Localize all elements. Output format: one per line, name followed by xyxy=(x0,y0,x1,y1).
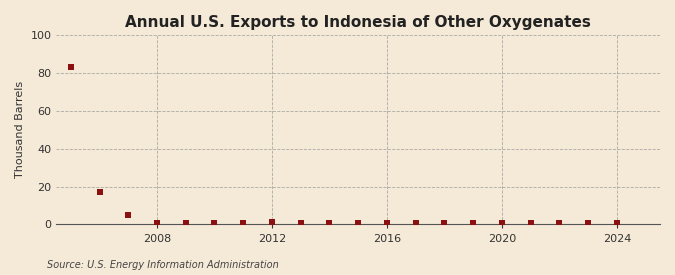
Point xyxy=(123,213,134,217)
Point xyxy=(180,221,191,225)
Point xyxy=(468,221,479,225)
Point xyxy=(152,221,163,225)
Point xyxy=(324,221,335,225)
Point xyxy=(554,221,565,225)
Title: Annual U.S. Exports to Indonesia of Other Oxygenates: Annual U.S. Exports to Indonesia of Othe… xyxy=(126,15,591,30)
Point xyxy=(209,221,220,225)
Point xyxy=(94,190,105,194)
Point xyxy=(439,221,450,225)
Y-axis label: Thousand Barrels: Thousand Barrels xyxy=(15,81,25,178)
Point xyxy=(612,221,622,225)
Point xyxy=(525,221,536,225)
Text: Source: U.S. Energy Information Administration: Source: U.S. Energy Information Administ… xyxy=(47,260,279,270)
Point xyxy=(238,221,248,225)
Point xyxy=(381,221,392,225)
Point xyxy=(296,221,306,225)
Point xyxy=(410,221,421,225)
Point xyxy=(267,220,277,224)
Point xyxy=(65,65,76,70)
Point xyxy=(583,221,593,225)
Point xyxy=(497,221,508,225)
Point xyxy=(353,221,364,225)
